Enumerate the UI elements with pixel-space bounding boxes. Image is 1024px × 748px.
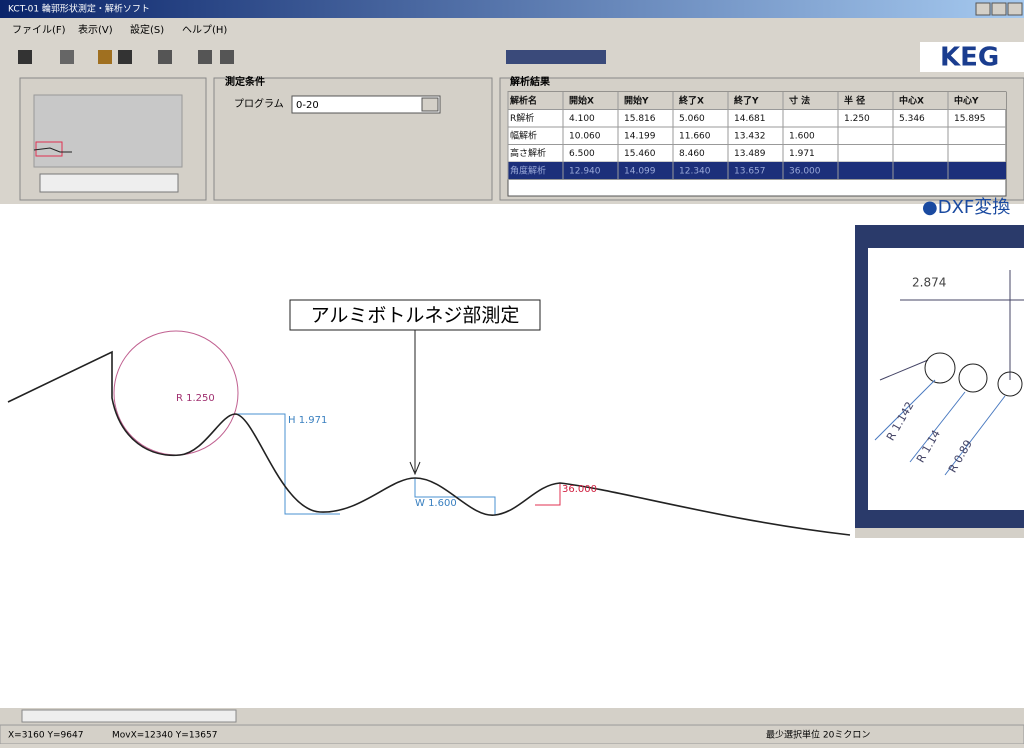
table-cell: 14.099: [624, 166, 656, 176]
table-cell: 1.250: [844, 114, 870, 124]
height-label: H 1.971: [288, 415, 327, 426]
menu-item[interactable]: 表示(V): [78, 23, 113, 36]
dxf-dimension: 2.874: [912, 276, 946, 290]
table-cell: 5.060: [679, 114, 705, 124]
table-cell: 4.100: [569, 114, 595, 124]
tool-button[interactable]: [98, 50, 112, 64]
tool-button[interactable]: [18, 50, 32, 64]
results-table: 解析名 開始X 開始Y 終了X 終了Y 寸 法 半 径 中心X 中心Y R解析 4.100 15.81…: [508, 92, 1006, 196]
table-cell: 36.000: [789, 166, 821, 176]
angle-label: 36.000: [562, 484, 597, 495]
panel-title: 測定条件: [225, 75, 265, 88]
program-value: 0-20: [296, 100, 319, 111]
table-cell: 8.460: [679, 149, 705, 159]
table-cell: 13.657: [734, 166, 766, 176]
table-cell: 13.489: [734, 149, 766, 159]
menu-item[interactable]: ヘルプ(H): [182, 24, 227, 36]
annotation: アルミボトルネジ部測定: [311, 305, 520, 327]
status-unit: 最少選択単位 20ミクロン: [766, 729, 870, 741]
column-header: 開始X: [569, 94, 594, 106]
width-label: W 1.600: [415, 498, 457, 509]
panel-title: 解析結果: [510, 75, 551, 88]
status-cursor: X=3160 Y=9647: [8, 731, 83, 741]
tool-button[interactable]: [220, 50, 234, 64]
menu-item[interactable]: ファイル(F): [12, 25, 66, 36]
logo: KEG: [940, 43, 999, 73]
table-cell: 5.346: [899, 114, 925, 124]
tool-button[interactable]: [118, 50, 132, 64]
table-cell: 1.971: [789, 149, 815, 159]
window-controls[interactable]: [976, 3, 1022, 15]
field-label: プログラム: [234, 97, 284, 110]
dxf-title: ●DXF変換: [922, 197, 1010, 218]
slider[interactable]: [40, 174, 178, 192]
table-cell: 1.600: [789, 131, 815, 141]
tool-button[interactable]: [198, 50, 212, 64]
column-header: 開始Y: [624, 94, 649, 106]
table-cell: 12.340: [679, 166, 711, 176]
table-cell: 14.681: [734, 114, 766, 124]
dxf-status: [855, 528, 1024, 538]
column-header: 終了Y: [734, 94, 759, 106]
tool-button[interactable]: [506, 50, 606, 64]
menu-item[interactable]: 設定(S): [130, 23, 164, 36]
menu-bar: ファイル(F) 表示(V) 設定(S) ヘルプ(H): [12, 23, 227, 36]
table-cell: 13.432: [734, 131, 766, 141]
table-cell: 12.940: [569, 166, 601, 176]
window-title: KCT-01 輪郭形状測定・解析ソフト: [8, 3, 150, 15]
tool-button[interactable]: [158, 50, 172, 64]
app-window: KCT-01 輪郭形状測定・解析ソフト ファイル(F) 表示(V) 設定(S) …: [0, 0, 1024, 744]
title-bar: [0, 0, 1024, 18]
table-cell: 15.460: [624, 149, 656, 159]
table-cell: 角度解析: [510, 164, 546, 176]
column-header: 終了X: [679, 94, 704, 106]
table-cell: 15.895: [954, 114, 986, 124]
column-header: 中心X: [899, 94, 924, 106]
page: KCT-01 輪郭形状測定・解析ソフト ファイル(F) 表示(V) 設定(S) …: [0, 0, 1024, 744]
column-header: 寸 法: [789, 94, 810, 106]
table-cell: 6.500: [569, 149, 595, 159]
table-cell: 15.816: [624, 114, 656, 124]
table-cell: 14.199: [624, 131, 656, 141]
column-header: 解析名: [510, 94, 537, 106]
radius-label: R 1.250: [176, 393, 215, 404]
dropdown-button[interactable]: [422, 98, 438, 111]
column-header: 半 径: [844, 94, 865, 106]
table-cell: R解析: [510, 112, 534, 124]
table-cell: 高さ解析: [510, 147, 546, 159]
scroll-thumb[interactable]: [22, 710, 236, 722]
tool-button[interactable]: [60, 50, 74, 64]
status-move: MovX=12340 Y=13657: [112, 731, 217, 741]
column-header: 中心Y: [954, 94, 979, 106]
table-cell: 11.660: [679, 131, 711, 141]
toolbar: [18, 50, 606, 64]
table-cell: 幅解析: [510, 129, 537, 141]
table-cell: 10.060: [569, 131, 601, 141]
